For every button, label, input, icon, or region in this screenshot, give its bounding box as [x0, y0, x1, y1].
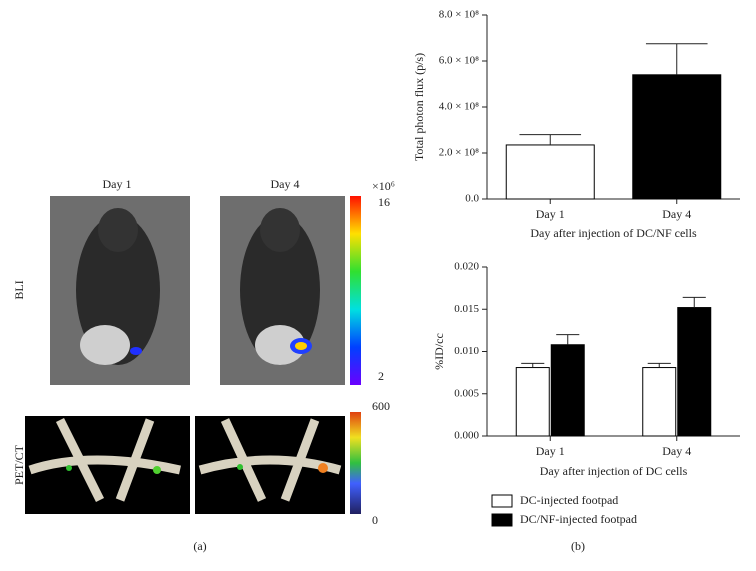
pet-images	[25, 412, 361, 514]
x-axis-label: Day after injection of DC cells	[540, 464, 688, 478]
x-tick-label: Day 4	[662, 444, 691, 458]
bar	[550, 344, 585, 437]
scale-min: 2	[378, 369, 384, 383]
panel-label: (a)	[193, 539, 206, 553]
y-tick-label: 8.0 × 10⁸	[439, 9, 479, 21]
y-tick-label: 0.015	[454, 303, 479, 315]
bli-images	[50, 196, 361, 385]
bar	[505, 144, 595, 200]
legend-swatch	[491, 513, 513, 527]
y-tick-label: 6.0 × 10⁸	[439, 55, 479, 67]
bar	[632, 74, 722, 200]
y-tick-label: 0.020	[454, 261, 479, 273]
x-tick-label: Day 1	[536, 207, 565, 221]
scale-max: 600	[372, 399, 390, 413]
bar	[515, 367, 550, 437]
y-tick-label: 2.0 × 10⁸	[439, 147, 479, 159]
y-tick-label: 0.005	[454, 387, 479, 399]
legend-label: DC-injected footpad	[520, 493, 618, 507]
scale-unit: ×10⁶	[372, 179, 395, 193]
y-tick-label: 0.010	[454, 345, 479, 357]
x-tick-label: Day 1	[536, 444, 565, 458]
bar	[677, 307, 712, 437]
y-axis-label: %ID/cc	[432, 333, 446, 370]
x-axis-label: Day after injection of DC/NF cells	[530, 226, 697, 240]
scale-min: 0	[372, 513, 378, 527]
scale-max: 16	[378, 195, 390, 209]
y-tick-label: 4.0 × 10⁸	[439, 101, 479, 113]
legend-swatch	[491, 494, 513, 508]
column-label: Day 4	[271, 177, 300, 191]
y-tick-label: 0.000	[454, 430, 479, 442]
y-tick-label: 0.0	[465, 193, 479, 205]
x-tick-label: Day 4	[662, 207, 691, 221]
column-label: Day 1	[103, 177, 132, 191]
legend-label: DC/NF-injected footpad	[520, 512, 637, 526]
panel-label: (b)	[571, 539, 585, 553]
row-label: BLI	[12, 280, 26, 299]
y-axis-label: Total photon flux (p/s)	[412, 53, 426, 161]
row-label: PET/CT	[12, 444, 26, 485]
bar	[642, 367, 677, 437]
